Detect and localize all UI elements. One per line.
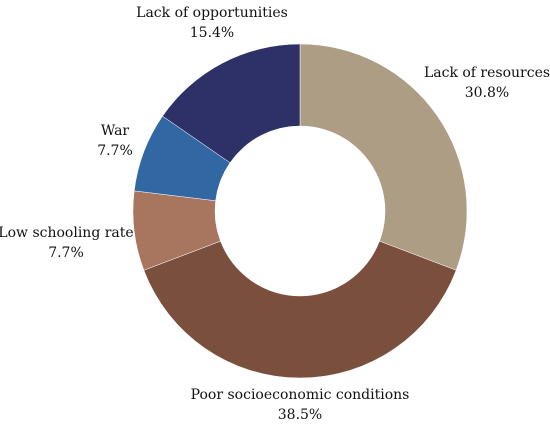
slice-lack-of-opportunities: [162, 43, 301, 164]
slice-poor-socioeconomic-conditions: [143, 240, 457, 379]
slice-label-poor-socioeconomic-conditions: Poor socioeconomic conditions: [191, 387, 410, 403]
slice-label-lack-of-resources: Lack of resources: [424, 65, 550, 81]
slice-lack-of-resources: [299, 43, 468, 271]
slice-label-low-schooling-rate: Low schooling rate: [0, 225, 134, 241]
slice-value-lack-of-opportunities: 15.4%: [190, 25, 234, 41]
slice-value-lack-of-resources: 30.8%: [465, 85, 509, 101]
slice-value-poor-socioeconomic-conditions: 38.5%: [278, 407, 322, 423]
slice-value-war: 7.7%: [97, 143, 133, 159]
slice-label-war: War: [101, 123, 130, 139]
slice-label-lack-of-opportunities: Lack of opportunities: [136, 5, 288, 21]
slice-value-low-schooling-rate: 7.7%: [48, 245, 84, 261]
slices-group: [132, 43, 468, 379]
